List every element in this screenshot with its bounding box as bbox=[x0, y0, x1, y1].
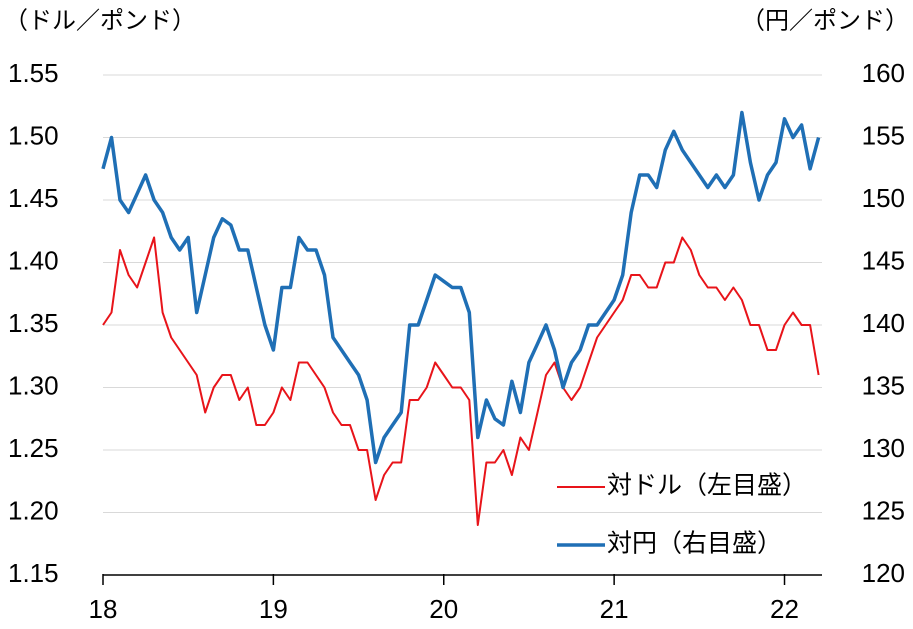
legend-label: 対ドル（左目盛） bbox=[607, 472, 807, 500]
x-tick-label: 22 bbox=[770, 594, 799, 624]
series-line bbox=[102, 236, 820, 526]
y2-tick-label: 125 bbox=[862, 495, 905, 525]
y2-tick-label: 145 bbox=[862, 245, 905, 275]
x-tick-label: 18 bbox=[89, 594, 118, 624]
y-tick-label: 1.45 bbox=[8, 183, 59, 213]
x-tick-label: 21 bbox=[600, 594, 629, 624]
y2-tick-label: 120 bbox=[862, 558, 905, 588]
y2-tick-label: 150 bbox=[862, 183, 905, 213]
y2-axis-label: （円／ポンド） bbox=[741, 7, 909, 34]
y2-tick-label: 135 bbox=[862, 370, 905, 400]
y-tick-label: 1.55 bbox=[8, 58, 59, 88]
y-tick-label: 1.35 bbox=[8, 308, 59, 338]
y-tick-label: 1.20 bbox=[8, 495, 59, 525]
y-tick-label: 1.15 bbox=[8, 558, 59, 588]
y2-tick-label: 140 bbox=[862, 308, 905, 338]
legend-label: 対円（右目盛） bbox=[607, 530, 782, 558]
y-axis-label: （ドル／ポンド） bbox=[4, 7, 196, 34]
y2-tick-label: 155 bbox=[862, 120, 905, 150]
y-tick-label: 1.25 bbox=[8, 433, 59, 463]
y-tick-label: 1.50 bbox=[8, 120, 59, 150]
y-tick-label: 1.30 bbox=[8, 370, 59, 400]
y2-tick-label: 160 bbox=[862, 58, 905, 88]
x-tick-label: 20 bbox=[429, 594, 458, 624]
series-line bbox=[101, 110, 821, 465]
y2-tick-label: 130 bbox=[862, 433, 905, 463]
y-tick-label: 1.40 bbox=[8, 245, 59, 275]
x-tick-label: 19 bbox=[259, 594, 288, 624]
